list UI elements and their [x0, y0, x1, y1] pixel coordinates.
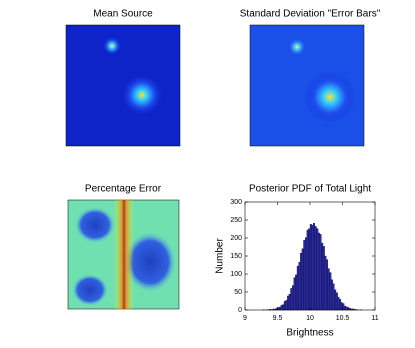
bar — [326, 259, 329, 311]
bar — [296, 265, 299, 311]
bar — [319, 234, 322, 311]
bar — [306, 229, 309, 311]
chart-title: Posterior PDF of Total Light — [249, 184, 371, 195]
y-tick-label: 150 — [230, 253, 242, 260]
x-tick-label: 9.5 — [273, 315, 283, 322]
y-tick-label: 300 — [230, 199, 242, 206]
x-tick-label: 9 — [243, 315, 247, 322]
bar — [288, 294, 291, 311]
histogram-panel: Posterior PDF of Total Light Brightness … — [215, 184, 379, 339]
bar — [347, 307, 350, 311]
bar — [291, 285, 294, 311]
bar — [332, 283, 335, 311]
bar — [308, 228, 311, 311]
bar — [330, 279, 333, 311]
bar — [322, 246, 325, 311]
x-tick-label: 10 — [306, 315, 314, 322]
y-tick-label: 0 — [238, 307, 242, 314]
panel-title: Standard Deviation "Error Bars" — [240, 9, 381, 20]
bar — [295, 274, 298, 311]
bar — [311, 224, 314, 311]
bar — [345, 306, 348, 311]
bar — [287, 295, 290, 311]
bar — [329, 272, 332, 311]
bar — [301, 248, 304, 311]
bar — [304, 237, 307, 311]
panel-title: Percentage Error — [85, 184, 162, 195]
bar — [280, 305, 283, 311]
bar — [343, 305, 346, 311]
bar — [339, 299, 342, 311]
image-panel: Standard Deviation "Error Bars" — [240, 9, 381, 147]
bar — [298, 261, 301, 311]
bar — [313, 223, 316, 311]
y-tick-label: 200 — [230, 235, 242, 242]
bar — [314, 226, 317, 311]
bar — [335, 292, 338, 311]
x-axis-label: Brightness — [286, 328, 333, 339]
bar — [303, 240, 306, 311]
y-axis-label: Number — [215, 238, 226, 274]
bar — [290, 288, 293, 311]
y-tick-label: 50 — [234, 289, 242, 296]
bar — [282, 304, 285, 311]
bar — [327, 268, 330, 311]
bar — [317, 232, 320, 311]
bar — [293, 277, 296, 311]
bar — [334, 289, 337, 311]
x-tick-label: 11 — [371, 315, 378, 322]
bar — [337, 296, 340, 311]
image-panel: Percentage Error — [67, 184, 180, 310]
bar — [278, 306, 281, 311]
x-tick-label: 10.5 — [336, 315, 350, 322]
panel-title: Mean Source — [93, 9, 153, 20]
bar — [324, 255, 327, 311]
bar — [316, 228, 319, 311]
bar — [285, 300, 288, 311]
y-tick-label: 100 — [230, 271, 242, 278]
bar — [309, 224, 312, 311]
y-tick-label: 250 — [230, 217, 242, 224]
bar — [300, 252, 303, 311]
image-panel: Mean Source — [65, 9, 181, 147]
bar — [321, 242, 324, 311]
bar — [283, 301, 286, 311]
